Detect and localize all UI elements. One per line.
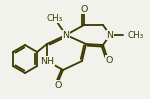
- Text: O: O: [80, 4, 88, 13]
- Text: CH₃: CH₃: [128, 30, 144, 40]
- Text: N: N: [63, 30, 69, 40]
- Text: O: O: [105, 56, 113, 65]
- Text: NH: NH: [40, 57, 54, 66]
- Text: CH₃: CH₃: [47, 13, 63, 22]
- Text: O: O: [54, 80, 62, 89]
- Text: N: N: [106, 30, 114, 40]
